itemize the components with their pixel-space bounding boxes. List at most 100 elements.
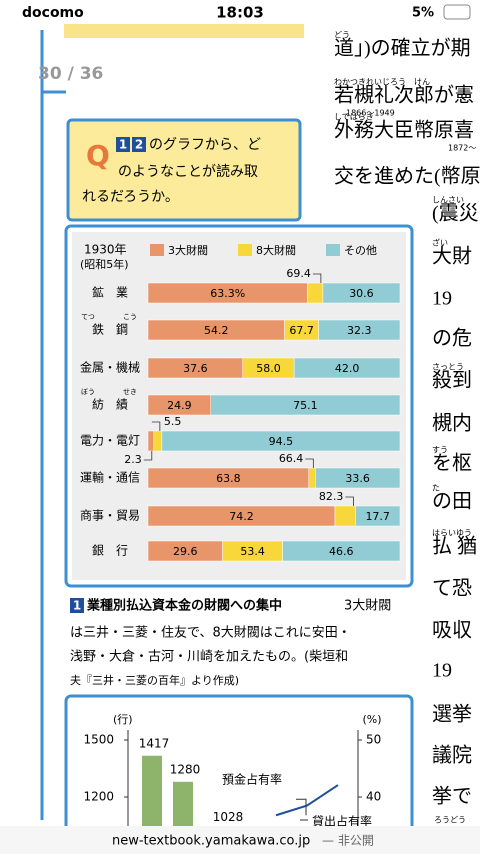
value-label: 32.3 [347,324,372,337]
value-label: 17.7 [365,510,390,523]
value-label: 74.2 [229,510,254,523]
caption-text: は三井・三菱・住友で、8大財閥はこれに安田・ [70,625,351,641]
category-label: 金属・機械 [80,360,140,375]
ruby: た [432,484,440,493]
value-label: 54.2 [204,324,229,337]
category-label: 商事・貿易 [80,508,140,523]
line [275,784,339,817]
legend-label: 8大財閥 [256,243,296,257]
ruby: ぼう [81,388,95,396]
url-bar[interactable] [0,826,480,854]
series-label: 預金占有率 [222,772,282,787]
bar [173,781,193,826]
category-label: 紡 績 [92,397,128,412]
bar-segment [355,505,401,527]
body-text: 議院 [432,744,472,767]
body-text: 外務大臣幣原喜 [334,119,474,142]
ruby: ろうどう [434,816,466,825]
url[interactable]: new-textbook.yamakawa.co.jp [112,834,310,849]
y-tick-label: 1200 [83,790,114,804]
value-label: 69.4 [286,267,311,280]
leader-line [305,458,314,468]
value-label: 42.0 [335,362,360,375]
leader-line [345,496,354,506]
category-label: 鉱 業 [92,285,128,300]
bar [142,755,162,826]
body-text: (震災 [432,203,479,225]
legend-label: その他 [344,244,377,257]
bar-segment [161,430,401,452]
caption-text: 夫『三井・三菱の百年』より作成) [70,673,239,687]
bar-segment [293,357,401,379]
question-text: れるだろうか。 [82,189,179,205]
body-text: の危 [432,327,472,350]
value-label: 37.6 [183,362,208,375]
value-label: 53.4 [240,545,265,558]
bar-segment [322,282,401,304]
body-text: の田 [432,491,472,513]
legend-label: 3大財閥 [168,243,208,257]
category-label: 電力・電灯 [80,434,140,448]
value-label: 1028 [213,810,244,824]
y-label: (行) [113,713,133,726]
value-label: 75.1 [293,399,318,412]
bar-segment [153,430,163,452]
value-label: 58.0 [256,362,281,375]
num-box [70,598,84,613]
value-label: 82.3 [319,490,344,503]
bar-segment [282,540,401,562]
ruby: こう [123,313,137,321]
bar-segment [315,467,401,489]
body-text: 選挙 [432,703,472,726]
body-text: を枢 [432,452,472,475]
bar-segment [210,394,401,416]
num: 1 [73,599,81,613]
value-label: 46.6 [329,545,354,558]
ruby: はらいゆう [432,529,472,538]
question-mark: Q [86,139,110,172]
carrier: docomo [22,5,84,21]
category-label: 鉄 鋼 [92,322,128,337]
caption-text: 浅野・大倉・古河・川崎を加えたもの。(柴垣和 [70,650,348,665]
annotation: 貸出占有率 [312,814,372,829]
leader-line [143,451,153,461]
ruby: わかつきれいじろう けん [334,78,430,87]
ruby: ざい [432,238,448,248]
legend-swatch [326,244,340,256]
value-label: 1417 [139,736,170,750]
value-label: 94.5 [269,435,294,448]
ruby: てつ [81,313,95,321]
value-label: 1280 [170,762,201,776]
body-text: 挙で [432,785,472,808]
y2-tick-label: 50 [366,733,381,747]
num-box [116,137,130,152]
legend-swatch [238,244,252,256]
battery-icon [443,4,471,20]
body-text: 大財 [432,245,472,268]
value-label: 63.3% [210,287,245,300]
value-label: 29.6 [173,545,198,558]
question-text: のようなことが読み取 [118,163,258,180]
leader-line [151,421,161,431]
page-indicator[interactable]: 30 / 36 [38,64,103,84]
leader-line [296,798,307,816]
body-text: 19 [432,288,452,310]
value-label: 67.7 [289,324,314,337]
body-text: 殺到 [432,369,472,392]
bar-segment [307,282,324,304]
caption-title: 業種別払込資本金の財閥への集中 [86,598,282,614]
body-text: 槻内 [432,412,472,435]
ruby: さっとう [432,363,464,372]
bar-segment [318,319,401,341]
body-text: 払 猶 [432,535,477,558]
note: 1872〜 [448,144,476,153]
value-label: 5.5 [164,415,182,428]
caption-text: 3大財閥 [344,599,391,614]
ruby: せき [123,388,137,396]
value-label: 2.3 [124,453,142,466]
body-text: 若槻礼次郎が憲 [334,84,474,107]
body-text: て恐 [432,578,472,600]
battery-text: 5% [412,6,434,21]
body-text: 19 [432,660,452,682]
